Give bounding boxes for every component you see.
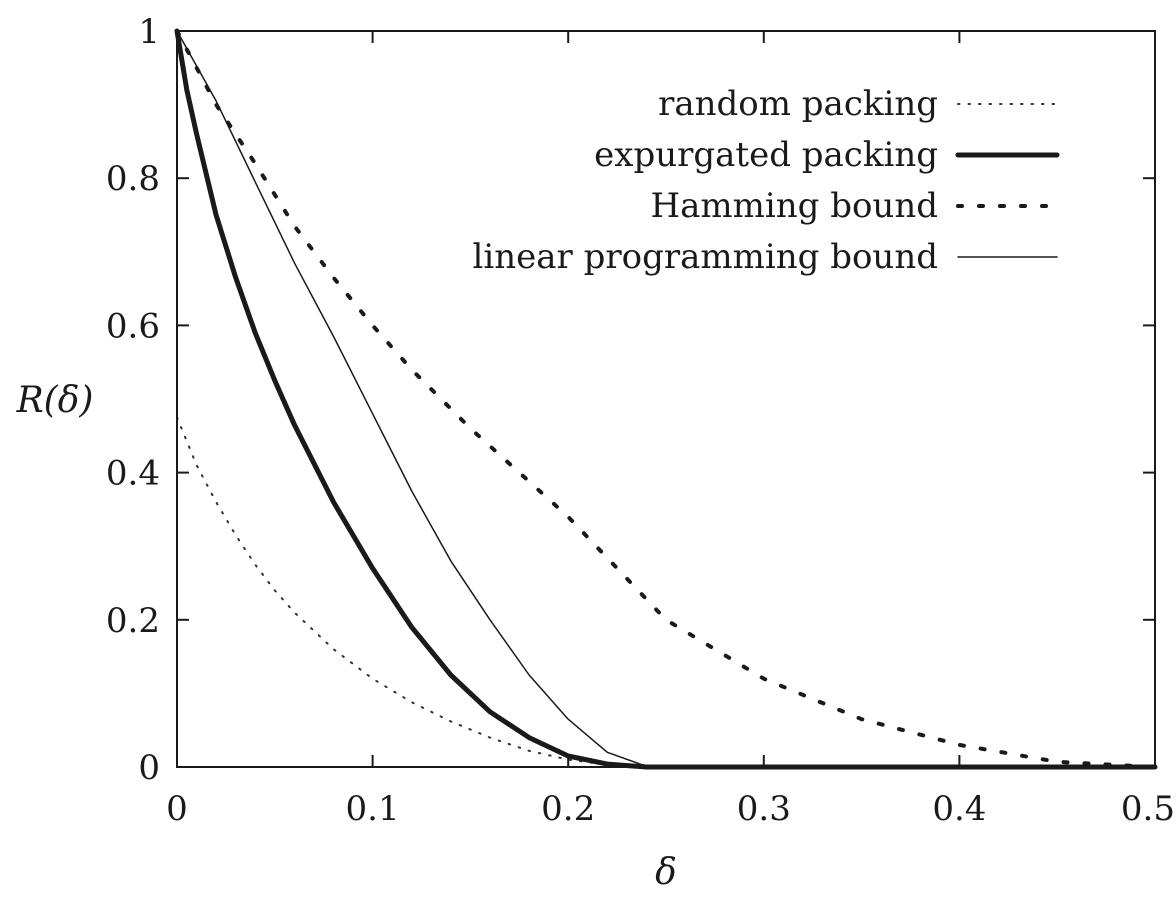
y-tick-label: 0.8 <box>106 159 160 199</box>
legend-label-2: Hamming bound <box>650 186 938 226</box>
series-line-0 <box>176 416 1156 768</box>
legend-label-1: expurgated packing <box>594 135 938 175</box>
ticks-layer: 0 0.1 0.2 0.3 0.4 0.5 0 0.2 0.4 0.6 0.8 1 <box>106 12 1175 829</box>
x-tick-label: 0.1 <box>346 789 400 829</box>
y-axis-label: R(δ) <box>16 380 94 421</box>
y-tick-label: 0.2 <box>106 601 160 641</box>
plot-frame <box>176 30 1156 768</box>
x-tick-label: 0.2 <box>541 789 595 829</box>
y-tick-label: 0 <box>138 748 160 788</box>
x-tick-label: 0.4 <box>932 789 986 829</box>
x-tick-label: 0 <box>166 789 188 829</box>
y-tick-label: 0.4 <box>106 454 160 494</box>
legend: random packing expurgated packing Hamming … <box>473 84 1060 277</box>
x-tick-label: 0.5 <box>1121 789 1175 829</box>
x-axis-label: δ <box>655 852 677 893</box>
y-tick-label: 0.6 <box>106 306 160 346</box>
legend-label-3: linear programming bound <box>473 237 939 277</box>
x-tick-label: 0.3 <box>737 789 791 829</box>
y-tick-label: 1 <box>138 12 160 52</box>
legend-label-0: random packing <box>658 84 938 124</box>
